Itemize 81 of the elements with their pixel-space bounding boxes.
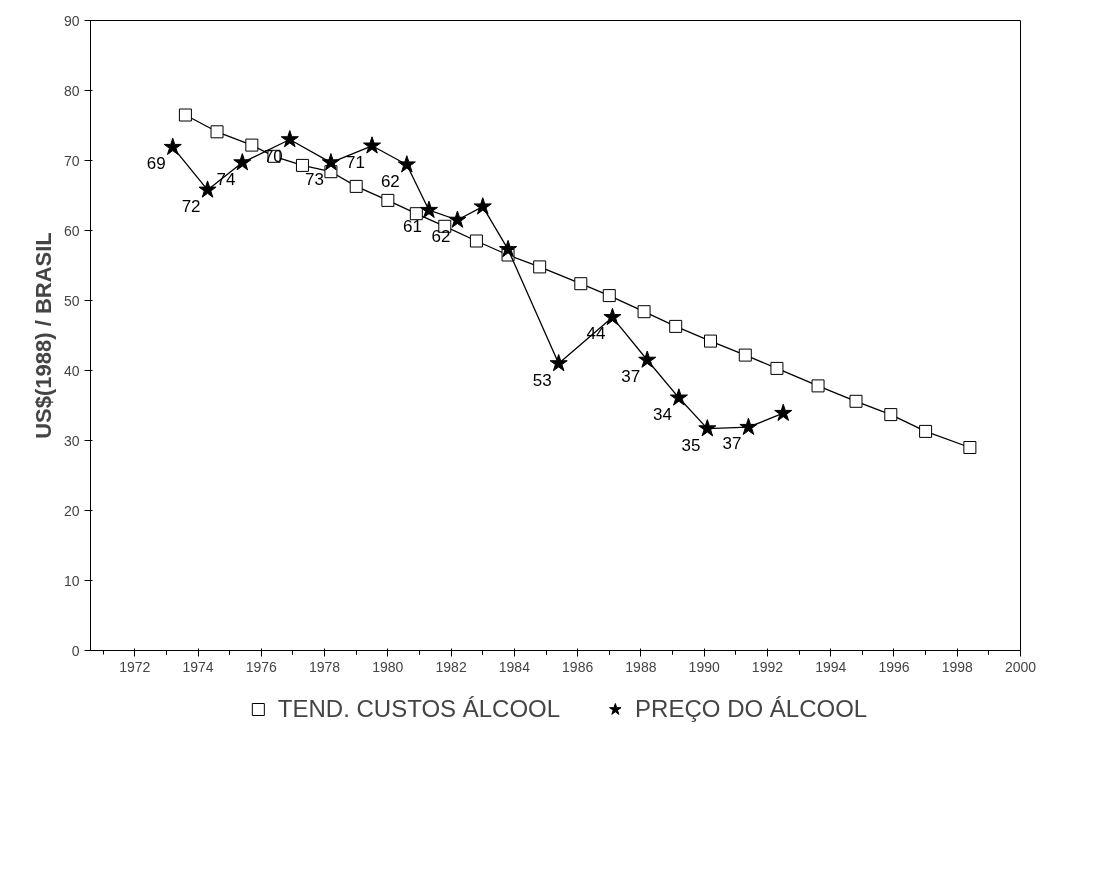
legend-label: PREÇO DO ÁLCOOL bbox=[635, 694, 868, 724]
x-tick-label: 1996 bbox=[878, 658, 910, 675]
annotation: 34 bbox=[652, 404, 672, 424]
point bbox=[349, 179, 363, 193]
x-tick-label: 1972 bbox=[119, 658, 151, 675]
point bbox=[409, 207, 423, 221]
point bbox=[549, 354, 568, 372]
x-tick-label: 1988 bbox=[625, 658, 657, 675]
point bbox=[245, 138, 259, 152]
point bbox=[704, 334, 717, 348]
point bbox=[637, 305, 651, 319]
point bbox=[533, 260, 547, 274]
x-tick-label: 1984 bbox=[498, 658, 531, 675]
point bbox=[669, 319, 683, 333]
point bbox=[198, 180, 217, 198]
point bbox=[448, 210, 467, 228]
annotation: 53 bbox=[532, 370, 552, 390]
x-tick-label: 1978 bbox=[309, 658, 341, 675]
point bbox=[473, 197, 492, 215]
point bbox=[295, 158, 309, 172]
annotation: 73 bbox=[305, 169, 324, 189]
point bbox=[397, 155, 416, 173]
point bbox=[770, 361, 784, 375]
annotation: 37 bbox=[621, 367, 641, 386]
x-tick-label: 1982 bbox=[435, 658, 467, 675]
y-tick-label: 50 bbox=[63, 292, 80, 309]
point bbox=[321, 153, 340, 171]
annotation: 62 bbox=[380, 171, 400, 191]
point bbox=[698, 419, 717, 437]
y-tick-label: 0 bbox=[71, 642, 80, 659]
point bbox=[638, 350, 657, 368]
point bbox=[919, 424, 933, 438]
point bbox=[280, 130, 299, 148]
point bbox=[233, 153, 252, 171]
y-tick-label: 20 bbox=[63, 502, 80, 519]
annotation: 70 bbox=[263, 146, 283, 166]
point bbox=[669, 388, 688, 406]
x-tick-label: 1976 bbox=[245, 658, 278, 675]
y-tick-label: 10 bbox=[63, 572, 80, 589]
x-tick-label: 1986 bbox=[562, 658, 594, 675]
x-tick-label: 2000 bbox=[1004, 658, 1037, 675]
annotation: 72 bbox=[181, 196, 201, 216]
point bbox=[210, 125, 224, 139]
x-tick-label: 1990 bbox=[688, 658, 720, 675]
annotation: 37 bbox=[722, 434, 742, 454]
annotation: 62 bbox=[431, 227, 451, 246]
point bbox=[574, 277, 588, 291]
point bbox=[419, 200, 439, 218]
point bbox=[163, 137, 182, 155]
point bbox=[884, 408, 898, 422]
y-tick-label: 70 bbox=[63, 152, 80, 169]
point bbox=[469, 234, 483, 248]
point bbox=[811, 379, 825, 393]
x-tick-label: 1994 bbox=[815, 658, 847, 675]
y-tick-label: 80 bbox=[63, 82, 80, 99]
y-tick-label: 90 bbox=[63, 12, 80, 29]
point bbox=[739, 417, 758, 435]
annotation: 35 bbox=[681, 435, 701, 455]
point bbox=[362, 136, 382, 154]
point bbox=[381, 193, 395, 207]
point bbox=[849, 394, 863, 408]
annotation: 69 bbox=[146, 154, 166, 174]
y-tick-label: 40 bbox=[63, 362, 80, 379]
annotation: 74 bbox=[216, 169, 236, 189]
point bbox=[963, 441, 977, 454]
y-axis-title: US$(1988) / BRASIL bbox=[30, 232, 56, 439]
annotation: 71 bbox=[346, 152, 366, 172]
y-tick-label: 30 bbox=[63, 432, 80, 449]
point bbox=[774, 403, 793, 421]
y-tick-label: 60 bbox=[63, 222, 80, 239]
legend-label: TEND. CUSTOS ÁLCOOL bbox=[277, 694, 561, 724]
x-tick-label: 1980 bbox=[372, 658, 404, 675]
x-tick-label: 1992 bbox=[751, 658, 784, 675]
point bbox=[602, 289, 616, 303]
x-tick-label: 1974 bbox=[182, 658, 214, 675]
point bbox=[498, 239, 518, 258]
point bbox=[738, 348, 752, 362]
annotation: 61 bbox=[403, 217, 422, 237]
point bbox=[603, 307, 622, 326]
point bbox=[178, 108, 192, 122]
x-tick-label: 1998 bbox=[941, 658, 974, 675]
